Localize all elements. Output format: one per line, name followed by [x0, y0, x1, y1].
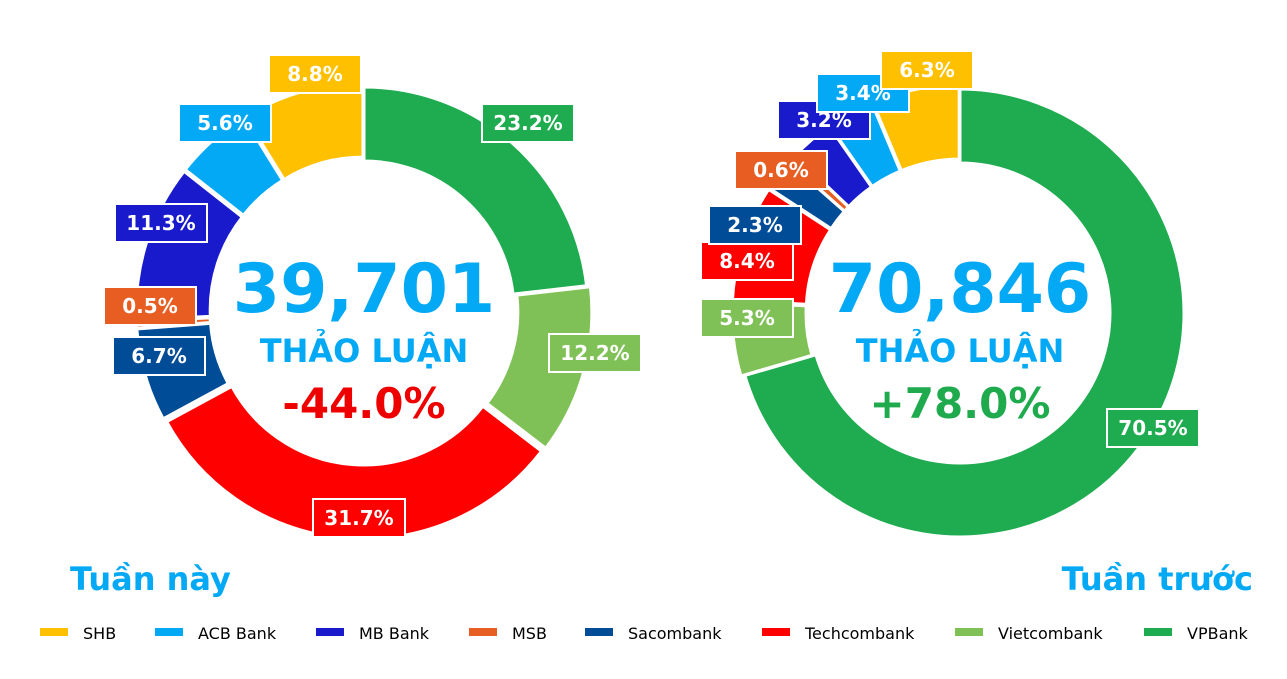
- data-label-box: [268, 54, 362, 94]
- legend-item-sacombank: Sacombank: [585, 624, 722, 643]
- data-label-vietcombank: 12.2%: [548, 333, 642, 373]
- data-label-box: [481, 103, 575, 143]
- center-value-this-week: 39,701: [233, 250, 495, 329]
- legend-label: VPBank: [1187, 624, 1249, 643]
- legend-swatch: [585, 628, 613, 636]
- legend-item-acb-bank: ACB Bank: [155, 624, 277, 643]
- legend-label: Sacombank: [628, 624, 722, 643]
- data-label-sacombank: 6.7%: [112, 336, 206, 376]
- data-label-box: [708, 205, 802, 245]
- data-label-text: 0.5%: [122, 294, 177, 318]
- caption-last-week: Tuần trước: [1062, 560, 1253, 598]
- legend-swatch: [1144, 628, 1172, 636]
- legend-item-shb: SHB: [40, 624, 116, 643]
- legend-item-vpbank: VPBank: [1144, 624, 1249, 643]
- data-label-vietcombank: 5.3%: [700, 298, 794, 338]
- data-label-text: 12.2%: [560, 341, 629, 365]
- data-label-box: [548, 333, 642, 373]
- data-label-mb-bank: 11.3%: [114, 203, 208, 243]
- legend-label: SHB: [83, 624, 116, 643]
- slice-shb: [243, 81, 365, 182]
- data-label-text: 0.6%: [753, 158, 808, 182]
- donut-chart-last-week: 70.5%5.3%8.4%2.3%0.6%3.2%3.4%6.3%: [700, 50, 1200, 539]
- data-label-text: 8.4%: [719, 249, 774, 273]
- data-label-box: [112, 336, 206, 376]
- legend-label: MB Bank: [359, 624, 430, 643]
- legend-label: ACB Bank: [198, 624, 277, 643]
- legend-swatch: [155, 628, 183, 636]
- data-label-box: [1106, 408, 1200, 448]
- data-label-shb: 8.8%: [268, 54, 362, 94]
- center-label-this-week: THẢO LUẬN: [260, 329, 469, 370]
- data-label-text: 23.2%: [493, 111, 562, 135]
- data-label-box: [178, 103, 272, 143]
- data-label-text: 8.8%: [287, 62, 342, 86]
- data-label-text: 11.3%: [126, 211, 195, 235]
- data-label-box: [114, 203, 208, 243]
- center-label-last-week: THẢO LUẬN: [856, 329, 1065, 370]
- center-delta-last-week: +78.0%: [870, 379, 1051, 428]
- legend-item-vietcombank: Vietcombank: [955, 624, 1103, 643]
- legend-swatch: [316, 628, 344, 636]
- data-label-text: 6.7%: [131, 344, 186, 368]
- legend-label: MSB: [512, 624, 547, 643]
- data-label-text: 5.3%: [719, 306, 774, 330]
- center-delta-this-week: -44.0%: [282, 379, 445, 428]
- slice-vpbank: [362, 85, 589, 296]
- data-label-techcombank: 31.7%: [312, 498, 406, 538]
- legend-item-msb: MSB: [469, 624, 547, 643]
- data-label-text: 6.3%: [899, 58, 954, 82]
- data-label-box: [312, 498, 406, 538]
- data-label-vpbank: 23.2%: [481, 103, 575, 143]
- slice-vpbank: [743, 87, 1186, 539]
- legend-item-mb-bank: MB Bank: [316, 624, 430, 643]
- data-label-sacombank: 2.3%: [708, 205, 802, 245]
- legend-swatch: [762, 628, 790, 636]
- legend-label: Vietcombank: [998, 624, 1103, 643]
- legend-label: Techcombank: [804, 624, 915, 643]
- legend-swatch: [955, 628, 983, 636]
- legend: SHB ACB Bank MB Bank MSB Sacombank Techcomban…: [40, 624, 1249, 643]
- data-label-text: 31.7%: [324, 506, 393, 530]
- caption-this-week: Tuần này: [70, 560, 231, 598]
- data-label-msb: 0.6%: [734, 150, 828, 190]
- slice-techcombank: [164, 384, 544, 541]
- legend-item-techcombank: Techcombank: [762, 624, 915, 643]
- legend-swatch: [469, 628, 497, 636]
- data-label-shb: 6.3%: [880, 50, 974, 90]
- center-value-last-week: 70,846: [829, 250, 1091, 329]
- data-label-box: [700, 298, 794, 338]
- legend-swatch: [40, 628, 68, 636]
- data-label-box: [880, 50, 974, 90]
- data-label-text: 5.6%: [197, 111, 252, 135]
- data-label-text: 2.3%: [727, 213, 782, 237]
- data-label-msb: 0.5%: [103, 286, 197, 326]
- data-label-vpbank: 70.5%: [1106, 408, 1200, 448]
- data-label-text: 70.5%: [1118, 416, 1187, 440]
- data-label-techcombank: 8.4%: [700, 241, 794, 281]
- data-label-acb-bank: 5.6%: [178, 103, 272, 143]
- donut-chart-this-week: 23.2% 12.2% 31.7% 6.7% 0.5% 11.3% 5.6% 8.8%: [103, 54, 642, 541]
- data-label-box: [734, 150, 828, 190]
- data-label-box: [103, 286, 197, 326]
